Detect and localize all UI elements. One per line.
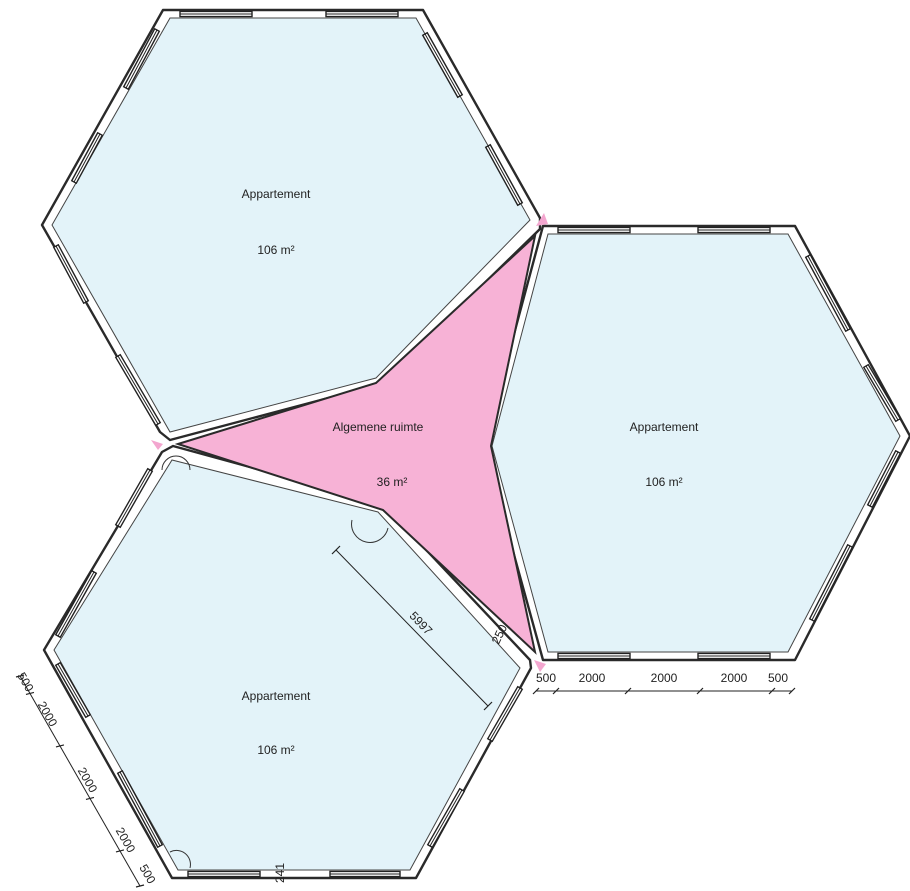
dim-bl-2: 2000 [75, 765, 101, 795]
window-glass-6 [55, 245, 87, 303]
dim-br-2: 2000 [651, 671, 678, 685]
corner-marker-bottom [534, 660, 546, 672]
window-glass-18 [489, 687, 521, 741]
window-glass-5 [73, 133, 101, 183]
dim-bl-tick-4 [115, 849, 125, 853]
room-name-right: Appartement [630, 420, 699, 434]
window-glass-7 [117, 355, 159, 425]
apartment-bottom-left [42, 444, 533, 880]
window-glass-14 [869, 451, 899, 507]
dim-bl-1: 2000 [35, 699, 61, 729]
room-name-common: Algemene ruimte [333, 420, 424, 434]
corner-marker-left [151, 440, 163, 450]
window-glass-13 [865, 365, 899, 421]
door-swings [161, 455, 389, 869]
dim-bl-0: 500 [14, 670, 36, 695]
dim-bl-3: 2000 [113, 825, 139, 855]
room-name-bottom-left: Appartement [242, 689, 311, 703]
apartment-right [482, 224, 910, 662]
apartment-top-left-inner-wall [51, 17, 531, 433]
dim-br-tick-0 [532, 687, 540, 695]
dim-br-0: 500 [536, 671, 556, 685]
dim-br-tick-1 [552, 687, 560, 695]
dimension-diagonal-tick-end [483, 701, 493, 711]
door-swing-2 [351, 519, 389, 543]
corner-markers [151, 213, 548, 672]
common-space [174, 233, 537, 655]
room-area-top-left: 106 m² [257, 243, 294, 257]
room-name-top-left: Appartement [242, 187, 311, 201]
dim-bl-tick-1 [25, 691, 35, 696]
dim-bl-tick-5 [135, 884, 145, 888]
room-area-bottom-left: 106 m² [257, 743, 294, 757]
dim-br-tick-3 [696, 687, 704, 695]
dimension-bottom-wall: 241 [273, 863, 287, 883]
window-glass-4 [125, 29, 158, 89]
window-glass-23 [119, 771, 161, 847]
window-glass-19 [429, 789, 463, 847]
dim-bl-4: 500 [136, 862, 158, 887]
window-glass-20 [117, 469, 151, 527]
corner-marker-top [536, 213, 548, 226]
apartment-bottom-left-inner-wall [53, 459, 521, 871]
dim-br-tick-2 [624, 687, 632, 695]
dim-br-1: 2000 [579, 671, 606, 685]
window-glass-12 [807, 255, 849, 331]
windows [52, 10, 902, 878]
window-glass-2 [424, 33, 461, 97]
dim-br-3: 2000 [721, 671, 748, 685]
dimension-diagonal-tick-start [331, 545, 341, 555]
dim-bl-tick-2 [55, 744, 65, 748]
dim-bl-tick-0 [15, 674, 25, 678]
window-glass-22 [57, 663, 89, 717]
dim-br-tick-4 [768, 687, 776, 695]
window-glass-15 [811, 545, 851, 621]
dim-bl-tick-3 [85, 796, 95, 801]
door-swing-3 [169, 849, 191, 869]
dimension-chain-bottom-right: 500 2000 2000 2000 500 [532, 671, 796, 695]
dim-br-4: 500 [768, 671, 788, 685]
room-area-common: 36 m² [377, 475, 408, 489]
apartment-bottom-left-floor [54, 460, 520, 870]
apartment-right-floor [492, 234, 900, 652]
dim-br-tick-5 [788, 687, 796, 695]
window-glass-21 [57, 571, 95, 637]
window-glass-3 [487, 145, 521, 205]
common-space-floor [174, 233, 537, 655]
room-area-right: 106 m² [645, 475, 682, 489]
door-swing-1 [161, 455, 191, 471]
apartment-top-left-floor [52, 18, 530, 432]
dimension-diagonal-line [335, 549, 489, 707]
